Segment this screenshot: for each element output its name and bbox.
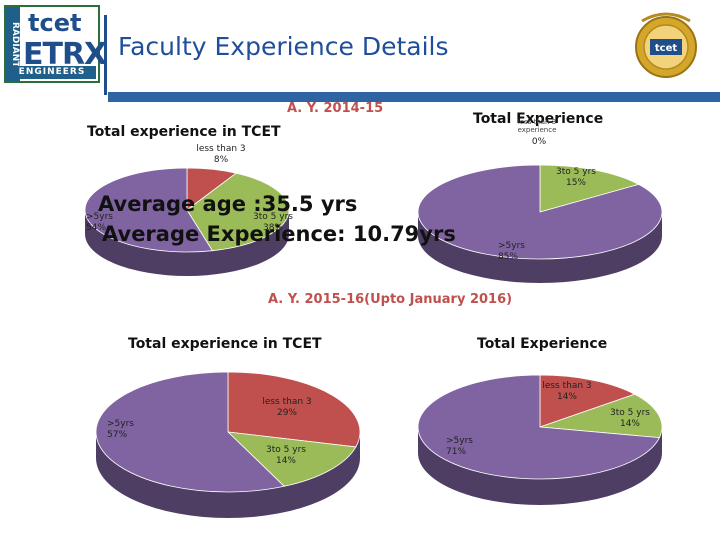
title-left-rule xyxy=(104,15,107,95)
chart1-label-gt5: >5yrs 54% xyxy=(86,212,113,233)
average-age-text: Average age :35.5 yrs xyxy=(98,192,358,216)
logo-tcet-text: tcet xyxy=(28,9,82,37)
pie-3-side xyxy=(96,432,360,518)
chart4-label-3to5: 3to 5 yrs 14% xyxy=(610,408,650,429)
pie-1-side xyxy=(85,210,289,276)
pie-4-slice-1 xyxy=(539,374,636,428)
page-title: Faculty Experience Details xyxy=(118,32,449,61)
chart1-label-less3: less than 3 8% xyxy=(196,144,246,165)
tcet-etrx-logo: RADIANT tcet ETRX ENGINEERS xyxy=(4,5,107,83)
pie-4-side xyxy=(418,427,662,505)
logo-engineers-text: ENGINEERS xyxy=(8,66,96,79)
pie-3-slice-2 xyxy=(226,431,357,487)
pie-2-slice-2 xyxy=(539,164,640,213)
chart2-label-3to5: 3to 5 yrs 15% xyxy=(556,167,596,188)
chart2-label-gt5: >5yrs 85% xyxy=(498,241,525,262)
pie-4-slice-3 xyxy=(417,374,661,480)
seal-icon: tcet xyxy=(635,12,697,78)
chart2-label-less3-pct: 0% xyxy=(531,137,547,147)
year-2014-15: A. Y. 2014-15 xyxy=(287,101,384,116)
pie-3-slice-3 xyxy=(95,371,286,493)
pie-chart-4 xyxy=(417,374,663,505)
pie-2-slice-3 xyxy=(417,164,663,260)
title-underline-bar xyxy=(108,92,720,102)
chart3-label-gt5: >5yrs 57% xyxy=(107,419,134,440)
pie-chart-3 xyxy=(95,371,361,518)
chart2-title: Total Experience xyxy=(473,111,604,127)
pie-chart-2 xyxy=(417,164,663,283)
pie-chart-1 xyxy=(84,167,290,276)
pie-2-side xyxy=(418,212,662,283)
chart2-label-less3: less than 3 experience xyxy=(517,118,557,134)
pie-1-slice-3 xyxy=(84,167,214,253)
chart1-label-3to5: 3to 5 yrs 38% xyxy=(253,212,293,233)
chart4-title: Total Experience xyxy=(477,336,608,352)
tcet-seal-logo: tcet xyxy=(620,5,712,85)
chart3-label-3to5: 3to 5 yrs 14% xyxy=(266,445,306,466)
chart4-label-less3: less than 3 14% xyxy=(542,381,592,402)
logo-strip: RADIANT xyxy=(6,7,20,81)
average-experience-text: Average Experience: 10.79yrs xyxy=(102,222,456,246)
pie-1-slice-2 xyxy=(186,172,290,252)
pie-3-slice-1 xyxy=(227,371,361,448)
year-2015-16: A. Y. 2015-16(Upto January 2016) xyxy=(268,292,513,307)
chart3-title: Total experience in TCET xyxy=(128,336,322,352)
pie-4-slice-2 xyxy=(539,393,663,439)
chart3-label-less3: less than 3 29% xyxy=(262,397,312,418)
chart4-label-gt5: >5yrs 71% xyxy=(446,436,473,457)
seal-text: tcet xyxy=(655,43,677,54)
chart1-title: Total experience in TCET xyxy=(87,124,281,140)
